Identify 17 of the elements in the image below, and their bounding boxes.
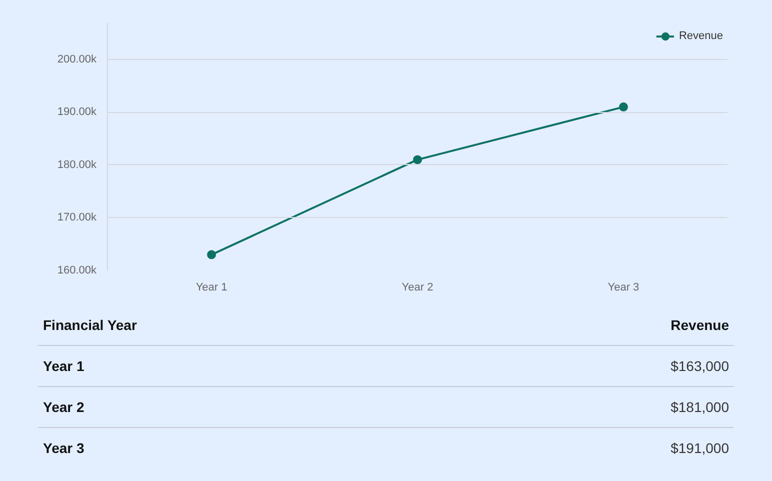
x-tick-label: Year 2 (402, 282, 434, 294)
y-tick-label: 200.00k (57, 53, 97, 66)
category-label: Year 1 (43, 358, 84, 374)
text: $181,000 (458, 386, 734, 428)
x-tick-label: Year 1 (196, 282, 228, 294)
y-tick-label: 180.00k (57, 158, 97, 171)
legend-label: Revenue (678, 30, 723, 42)
category-label: Year 2 (43, 399, 84, 415)
text: Revenue (670, 316, 730, 335)
text: Financial Year (42, 316, 138, 335)
y-tick-label: 190.00k (57, 106, 97, 118)
x-tick-label: Year 3 (608, 282, 640, 294)
text: $163,000 (458, 346, 734, 386)
text: $191,000 (458, 428, 734, 468)
category-label: Year 3 (43, 440, 84, 456)
y-tick-label: 160.00k (57, 264, 97, 276)
y-tick-label: 170.00k (57, 212, 97, 224)
